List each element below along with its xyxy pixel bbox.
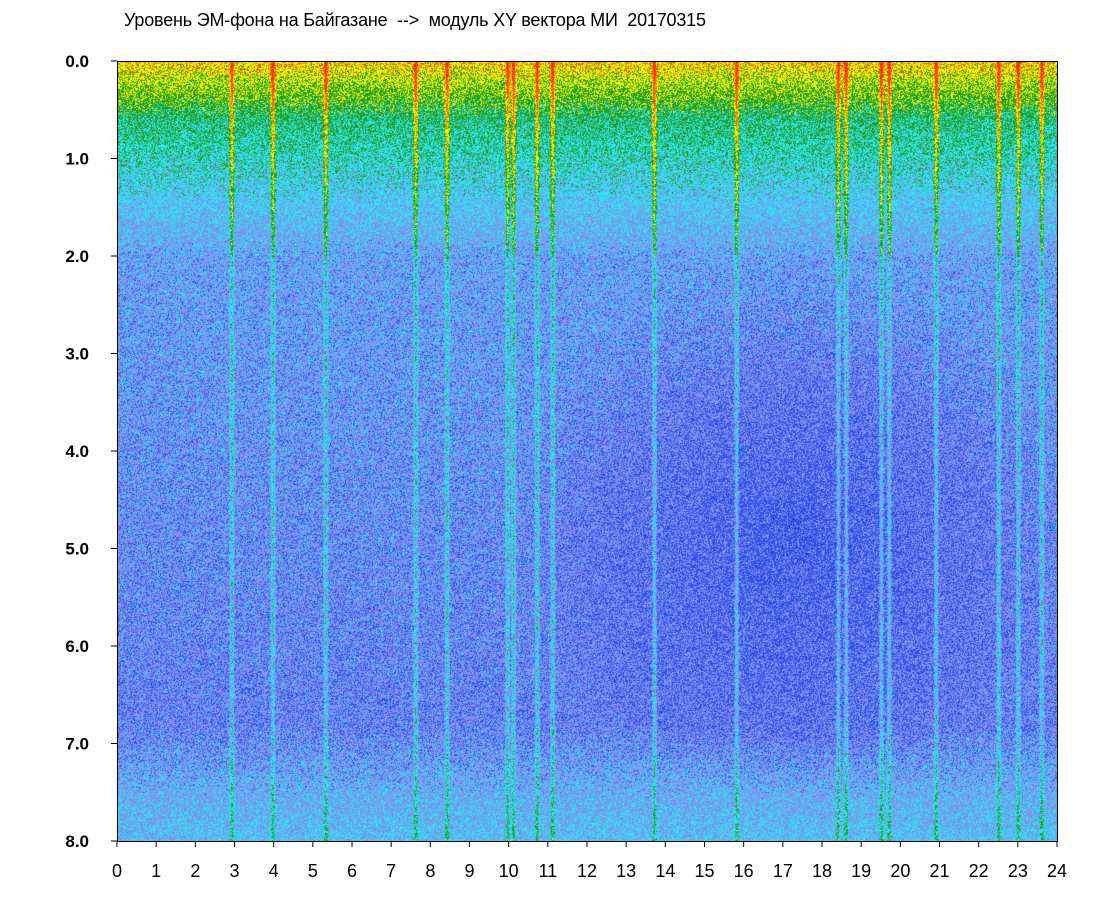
y-tick-label: 6.0 [65,637,89,656]
x-tick-label: 0 [112,861,122,881]
y-tick-label: 7.0 [65,735,89,754]
plot-area [117,61,1058,842]
x-tick-label: 13 [616,861,636,881]
x-tick-label: 14 [655,861,675,881]
x-tick-label: 2 [190,861,200,881]
x-tick-label: 17 [773,861,793,881]
x-tick-label: 10 [499,861,519,881]
y-tick-label: 2.0 [65,247,89,266]
x-tick-label: 9 [464,861,474,881]
x-tick-label: 21 [929,861,949,881]
y-tick-label: 8.0 [65,832,89,851]
y-axis-ticks: 0.0 1.0 2.0 3.0 4.0 5.0 6.0 7.0 8.0 [65,52,117,851]
x-tick-label: 22 [969,861,989,881]
x-tick-label: 11 [538,861,557,881]
x-tick-label: 4 [269,861,279,881]
x-tick-label: 7 [386,861,396,881]
x-tick-label: 6 [347,861,357,881]
y-tick-label: 1.0 [65,150,89,169]
x-tick-label: 19 [851,861,871,881]
x-axis-ticks: 0 1 2 3 4 5 6 7 8 9 10 11 12 13 14 15 16 17 18 19 20 21 22 23 24 [112,841,1067,881]
y-tick-label: 5.0 [65,540,89,559]
chart-title: Уровень ЭМ-фона на Байгазане --> модуль … [124,10,706,30]
x-tick-label: 16 [734,861,754,881]
x-tick-label: 12 [577,861,597,881]
x-tick-label: 15 [694,861,714,881]
x-tick-label: 20 [890,861,910,881]
x-tick-label: 24 [1047,861,1067,881]
x-tick-label: 5 [308,861,318,881]
x-tick-label: 18 [812,861,832,881]
heatmap-image [118,62,1057,841]
y-tick-label: 3.0 [65,345,89,364]
x-tick-label: 3 [229,861,239,881]
y-tick-label: 4.0 [65,442,89,461]
x-tick-label: 8 [425,861,435,881]
y-tick-label: 0.0 [65,52,89,71]
x-tick-label: 1 [151,861,161,881]
x-tick-label: 23 [1008,861,1028,881]
